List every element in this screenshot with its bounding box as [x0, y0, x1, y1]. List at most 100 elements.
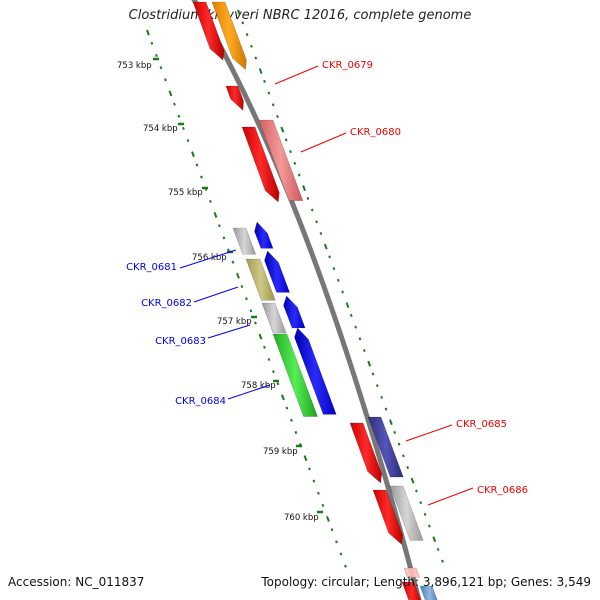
gene-feature-red [225, 85, 244, 112]
ruler-dot [406, 466, 410, 470]
genome-backbone [191, 0, 422, 600]
ruler-dot [150, 41, 154, 45]
ruler-dot [249, 309, 253, 313]
ruler-tick-label: 753 kbp [117, 61, 152, 71]
ruler-dot [290, 418, 293, 422]
gene-feature-red [241, 126, 280, 203]
ruler-dot [267, 91, 271, 95]
ruler-dot [272, 370, 275, 374]
ruler-dot [375, 384, 379, 388]
ruler-dot [371, 372, 375, 376]
ruler-dot [285, 406, 289, 410]
ruler-dot [155, 53, 158, 58]
ruler-dot [240, 284, 244, 289]
gene-feature-grey [232, 227, 257, 255]
accession-text: Accession: NC_011837 [8, 575, 145, 589]
gene-label-ckr_0683[interactable]: CKR_0683 [155, 336, 206, 347]
ruler-dot [263, 345, 266, 349]
ruler-dot [339, 552, 343, 556]
ruler-dot [213, 212, 218, 218]
ruler-dot [332, 267, 336, 271]
ruler-dot [271, 103, 275, 107]
ruler-dot [289, 150, 292, 154]
ruler-dot [254, 56, 258, 60]
gene-feature-olive [245, 258, 276, 301]
gene-callout-line [207, 324, 251, 339]
gene-callout-line [274, 65, 319, 85]
ruler-dot [294, 430, 298, 434]
gene-label-ckr_0681[interactable]: CKR_0681 [126, 262, 177, 273]
ruler-dot [335, 540, 338, 544]
ruler-tick-label: 758 kbp [241, 381, 276, 391]
ruler-dot [397, 442, 401, 446]
ruler-dot [341, 290, 344, 294]
ruler-dot [419, 501, 423, 505]
genome-summary-text: Topology: circular; Length: 3,896,121 bp… [261, 575, 591, 589]
ruler-dot [284, 138, 288, 142]
ruler-dot [200, 175, 203, 179]
ruler-dot [245, 297, 248, 301]
gene-callout-line [193, 286, 239, 303]
ruler-dot [428, 524, 431, 528]
ruler-dot [317, 491, 320, 495]
ruler-tick-label: 757 kbp [217, 317, 252, 327]
gene-callout-line [227, 384, 271, 400]
gene-feature-red [372, 489, 403, 546]
ruler-dot [177, 114, 181, 118]
gene-callout-line [405, 424, 453, 442]
ruler-dot [281, 394, 285, 401]
ruler-dot [241, 21, 245, 25]
gene-label-ckr_0684[interactable]: CKR_0684 [175, 396, 226, 407]
gene-feature-blue [264, 250, 291, 293]
gene-feature-blue [294, 327, 337, 415]
ruler-dot [415, 489, 418, 493]
gene-label-ckr_0685[interactable]: CKR_0685 [456, 419, 507, 430]
ruler-dot [297, 173, 301, 177]
ruler-dot [310, 208, 314, 212]
ruler-dot [326, 516, 330, 522]
ruler-dot [195, 163, 199, 167]
ruler-dot [308, 467, 311, 471]
gene-feature-blue [254, 221, 274, 249]
gene-label-ckr_0686[interactable]: CKR_0686 [477, 485, 528, 496]
ruler-dot [441, 559, 444, 563]
ruler-dot [330, 528, 334, 532]
gene-feature-pink [403, 567, 420, 578]
ruler-dot [306, 196, 310, 200]
gene-label-ckr_0682[interactable]: CKR_0682 [141, 298, 192, 309]
ruler-dot [354, 325, 357, 329]
ruler-dot [401, 454, 405, 458]
ruler-dot [393, 430, 397, 434]
ruler-dot [173, 102, 176, 106]
ruler-dot [380, 395, 384, 399]
gene-feature-orange [211, 1, 247, 71]
ruler-dot [186, 139, 190, 143]
gene-labels: CKR_0679 CKR_0680 CKR_0681 CKR_0682 CKR_0683… [126, 60, 528, 506]
ruler-dot [231, 260, 235, 264]
gene-feature-lightblue [419, 585, 438, 600]
gene-feature-navy [367, 416, 404, 478]
ruler-dot [258, 68, 263, 75]
ruler-dot [384, 407, 388, 411]
gene-label-ckr_0679[interactable]: CKR_0679 [322, 60, 373, 71]
ruler-dot [432, 536, 437, 543]
ruler-dot [267, 357, 271, 361]
ruler-dot [358, 337, 362, 341]
gene-feature-pink [258, 119, 304, 201]
ruler-labels: 753 kbp 754 kbp 755 kbp 756 kbp 757 kbp 758 k… [117, 57, 323, 523]
ruler-tick-label: 759 kbp [263, 447, 298, 457]
ruler-dot [276, 382, 280, 386]
gene-features [192, 1, 438, 600]
ruler-dot [218, 224, 221, 228]
ruler-dot [236, 272, 240, 279]
ruler-dot [258, 333, 263, 340]
ruler-dot [222, 236, 226, 240]
ruler-dot [168, 90, 173, 97]
ruler-dot [312, 479, 316, 483]
ruler-dot [362, 349, 366, 353]
gene-feature-grey [389, 485, 424, 541]
ruler-dot [302, 185, 306, 192]
ruler-dot [349, 313, 353, 317]
gene-label-ckr_0680[interactable]: CKR_0680 [350, 127, 401, 138]
gene-callout-line [427, 487, 474, 506]
